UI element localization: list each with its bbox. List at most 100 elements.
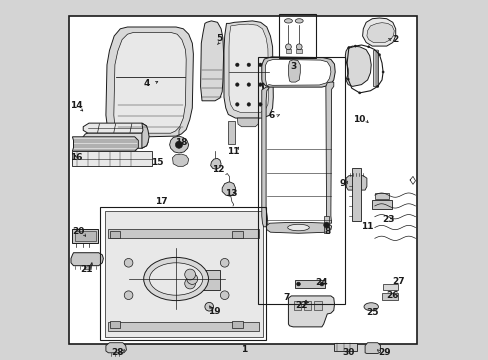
Polygon shape (224, 21, 273, 118)
Circle shape (381, 71, 384, 73)
Bar (109, 231, 120, 238)
Circle shape (184, 269, 195, 280)
Text: 21: 21 (80, 265, 92, 274)
Circle shape (175, 141, 182, 148)
Text: 29: 29 (377, 348, 390, 356)
Circle shape (246, 103, 250, 106)
Text: 24: 24 (315, 278, 327, 287)
Polygon shape (346, 176, 366, 190)
Circle shape (246, 63, 250, 67)
Circle shape (186, 274, 197, 284)
Polygon shape (83, 123, 146, 133)
Polygon shape (265, 222, 331, 233)
Bar (72, 151, 151, 166)
Bar (278, 14, 316, 58)
Polygon shape (71, 253, 103, 266)
Text: 17: 17 (155, 197, 168, 206)
Polygon shape (366, 23, 393, 42)
Polygon shape (172, 154, 188, 166)
Bar (285, 49, 290, 53)
Text: 13: 13 (224, 189, 237, 198)
Circle shape (258, 103, 262, 106)
Bar (296, 49, 301, 53)
Bar (258, 57, 344, 304)
Polygon shape (72, 137, 138, 151)
Text: 19: 19 (207, 307, 220, 316)
Polygon shape (169, 136, 188, 153)
Polygon shape (222, 182, 235, 196)
Circle shape (204, 302, 213, 311)
Bar (231, 321, 242, 328)
Circle shape (354, 45, 356, 47)
Bar (109, 321, 120, 328)
Bar (371, 200, 391, 209)
Polygon shape (114, 32, 186, 133)
Circle shape (258, 83, 262, 86)
Text: 23: 23 (382, 215, 394, 224)
Bar (72, 229, 98, 243)
Ellipse shape (295, 19, 303, 23)
Bar (381, 293, 397, 300)
Circle shape (258, 63, 262, 67)
Text: 25: 25 (366, 308, 378, 317)
Circle shape (296, 44, 302, 50)
Bar (294, 301, 301, 310)
Text: 26: 26 (386, 292, 398, 300)
Circle shape (320, 282, 323, 286)
Polygon shape (345, 46, 370, 86)
Polygon shape (106, 343, 126, 353)
Bar (382, 284, 397, 290)
Text: 3: 3 (289, 62, 296, 71)
Text: 15: 15 (151, 158, 163, 167)
Polygon shape (237, 118, 258, 127)
Circle shape (124, 258, 133, 267)
Text: 11: 11 (226, 147, 239, 156)
Polygon shape (365, 343, 380, 354)
Text: 16: 16 (70, 153, 82, 162)
Ellipse shape (149, 263, 203, 295)
Circle shape (358, 92, 360, 94)
Circle shape (346, 78, 348, 80)
Text: 14: 14 (70, 101, 82, 110)
Circle shape (347, 46, 349, 49)
Text: 20: 20 (73, 227, 85, 236)
Bar (294, 280, 325, 288)
Bar (314, 301, 321, 310)
Text: 6: 6 (268, 112, 274, 120)
Text: 8: 8 (324, 227, 330, 236)
Text: 27: 27 (391, 277, 404, 286)
Bar (228, 121, 234, 144)
Bar (206, 307, 211, 310)
Text: 2: 2 (391, 35, 397, 44)
Text: 9: 9 (339, 179, 345, 188)
Bar (107, 322, 258, 331)
Circle shape (323, 222, 329, 228)
Text: 28: 28 (111, 348, 124, 356)
Text: 5: 5 (216, 35, 222, 44)
Text: 12: 12 (212, 166, 224, 175)
Polygon shape (261, 57, 335, 90)
Circle shape (220, 258, 228, 267)
Polygon shape (265, 59, 330, 86)
Text: 18: 18 (175, 138, 187, 147)
Text: 30: 30 (342, 348, 354, 356)
Bar (375, 50, 377, 86)
Bar (100, 207, 265, 340)
Bar (373, 50, 377, 86)
Circle shape (235, 103, 239, 106)
Polygon shape (288, 296, 334, 327)
Circle shape (235, 63, 239, 67)
Text: 11: 11 (360, 222, 372, 231)
Polygon shape (200, 21, 223, 101)
Polygon shape (82, 133, 148, 148)
Ellipse shape (287, 224, 309, 231)
Polygon shape (106, 27, 193, 138)
Bar (231, 231, 242, 238)
Bar (104, 211, 262, 337)
Text: 10: 10 (353, 115, 365, 124)
Circle shape (376, 85, 378, 87)
Polygon shape (261, 87, 268, 227)
Circle shape (246, 83, 250, 86)
Polygon shape (142, 123, 149, 148)
Polygon shape (325, 82, 333, 223)
